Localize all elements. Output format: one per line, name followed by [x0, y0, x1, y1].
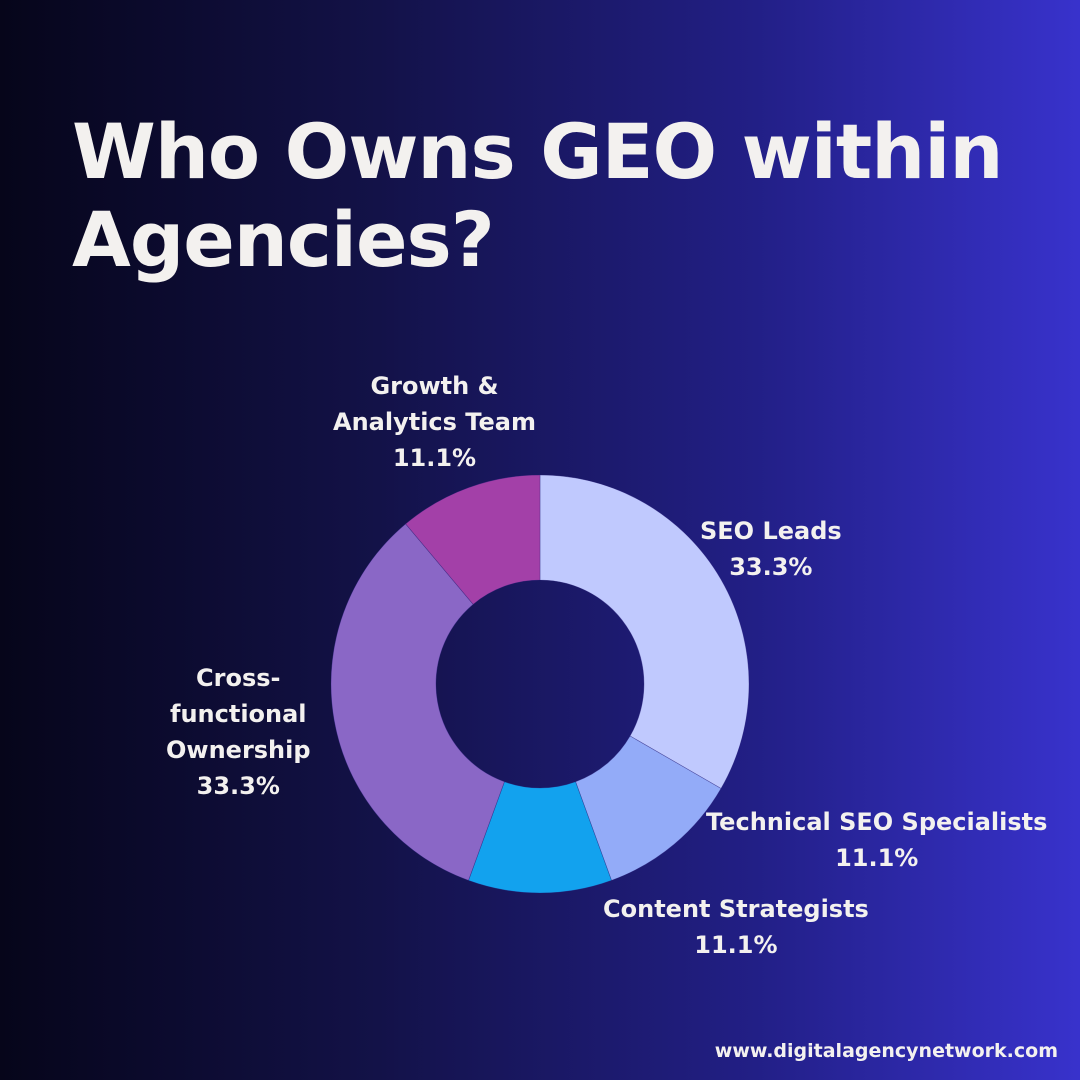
slice-cross-functional-ownership [330, 523, 505, 881]
label-content-strategists: Content Strategists 11.1% [603, 895, 869, 959]
footer-url: www.digitalagencynetwork.com [714, 1040, 1058, 1062]
slice-seo-leads [539, 474, 750, 789]
page-title: Who Owns GEO within Agencies? [72, 107, 1003, 284]
label-seo-leads: SEO Leads 33.3% [700, 517, 842, 581]
slice-growth-analytics-team [405, 474, 541, 605]
label-growth-analytics: Growth & Analytics Team 11.1% [333, 372, 536, 472]
label-cross-functional: Cross- functional Ownership 33.3% [166, 664, 311, 800]
label-technical-seo: Technical SEO Specialists 11.1% [706, 808, 1048, 872]
title-line-1: Who Owns GEO within [72, 107, 1003, 196]
title-line-2: Agencies? [72, 195, 495, 284]
